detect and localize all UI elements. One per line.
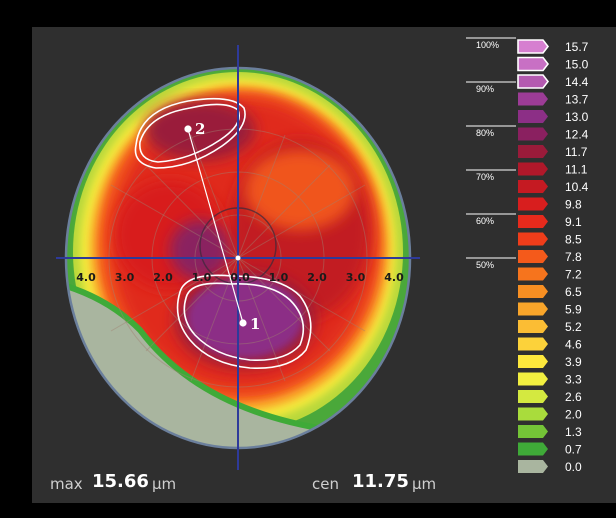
x-tick-label: 4.0 [384, 271, 404, 284]
scale-value-label: 13.7 [565, 93, 589, 107]
scale-swatch [518, 442, 548, 456]
scale-value-label: 3.3 [565, 373, 582, 387]
marker-2-dot [184, 125, 192, 133]
percent-label: 80% [476, 128, 494, 138]
scale-value-label: 7.2 [565, 268, 582, 282]
scale-value-label: 6.5 [565, 285, 582, 299]
scale-swatch [518, 425, 548, 438]
x-tick-label: 2.0 [153, 271, 173, 284]
color-scale: 15.7 15.0 14.4 13.7 13.0 12.4 11.7 11.1 10.4 9.8 9… [517, 39, 589, 474]
scale-swatch [518, 285, 548, 298]
scale-swatch [518, 162, 548, 176]
scale-value-label: 1.3 [565, 425, 582, 439]
scale-swatch [518, 197, 548, 211]
scale-value-label: 8.5 [565, 233, 582, 247]
scale-value-label: 5.9 [565, 303, 582, 317]
scale-swatch [517, 74, 550, 89]
x-tick-label: 3.0 [115, 271, 135, 284]
scale-value-label: 3.9 [565, 355, 582, 369]
x-tick-labels: 4.0 3.0 2.0 1.0 0.0 1.0 2.0 3.0 4.0 [76, 271, 404, 284]
scale-value-label: 11.1 [565, 163, 588, 177]
scale-swatch [518, 180, 548, 193]
x-tick-label: 2.0 [307, 271, 327, 284]
percent-label: 100% [476, 40, 499, 50]
scale-value-label: 4.6 [565, 338, 582, 352]
scale-swatch [518, 145, 548, 158]
scale-swatch [518, 267, 548, 281]
scale-swatch [517, 39, 550, 54]
scale-swatch [518, 372, 548, 386]
center-dot [235, 255, 241, 261]
x-tick-label: 1.0 [192, 271, 212, 284]
scale-value-label: 15.7 [565, 40, 589, 54]
scale-value-label: 10.4 [565, 180, 589, 194]
marker-1-dot [239, 319, 247, 327]
percent-label: 70% [476, 172, 494, 182]
scale-value-label: 11.7 [565, 145, 588, 159]
scale-value-label: 2.0 [565, 408, 582, 422]
scale-swatch [518, 250, 548, 263]
scale-swatch [518, 92, 548, 106]
scale-value-label: 7.8 [565, 250, 582, 264]
scale-value-label: 15.0 [565, 58, 589, 72]
scale-swatch [518, 407, 548, 421]
marker-2-label: 2 [195, 120, 205, 138]
peak-contours [134, 97, 312, 369]
scale-value-label: 5.2 [565, 320, 582, 334]
scale-swatch [518, 320, 548, 333]
scale-swatch [518, 215, 548, 228]
marker-connector [187, 128, 244, 324]
scale-swatch [517, 56, 550, 72]
scale-value-label: 14.4 [565, 75, 589, 89]
scale-value-label: 13.0 [565, 110, 589, 124]
scale-swatch [518, 127, 548, 141]
x-tick-label: 0.0 [230, 271, 250, 284]
scale-swatch [518, 390, 548, 403]
percent-label: 60% [476, 216, 494, 226]
scale-value-label: 0.0 [565, 460, 582, 474]
marker-1-label: 1 [250, 315, 260, 333]
scale-swatch [518, 232, 548, 246]
x-tick-label: 3.0 [346, 271, 366, 284]
percent-scale: 100% 90% 80% 70% 60% 50% [466, 37, 516, 270]
scale-swatch [518, 355, 548, 368]
scale-value-label: 0.7 [565, 443, 582, 457]
scale-value-label: 9.8 [565, 198, 582, 212]
scale-value-label: 2.6 [565, 390, 582, 404]
map-surface [66, 68, 410, 448]
scale-value-label: 9.1 [565, 215, 582, 229]
x-tick-label: 4.0 [76, 271, 96, 284]
percent-label: 50% [476, 260, 494, 270]
scale-value-label: 12.4 [565, 128, 589, 142]
scale-swatch [518, 460, 548, 473]
scale-swatch [518, 110, 548, 123]
scale-swatch [518, 337, 548, 351]
percent-label: 90% [476, 84, 494, 94]
x-tick-label: 1.0 [269, 271, 289, 284]
scale-swatch [518, 302, 548, 316]
